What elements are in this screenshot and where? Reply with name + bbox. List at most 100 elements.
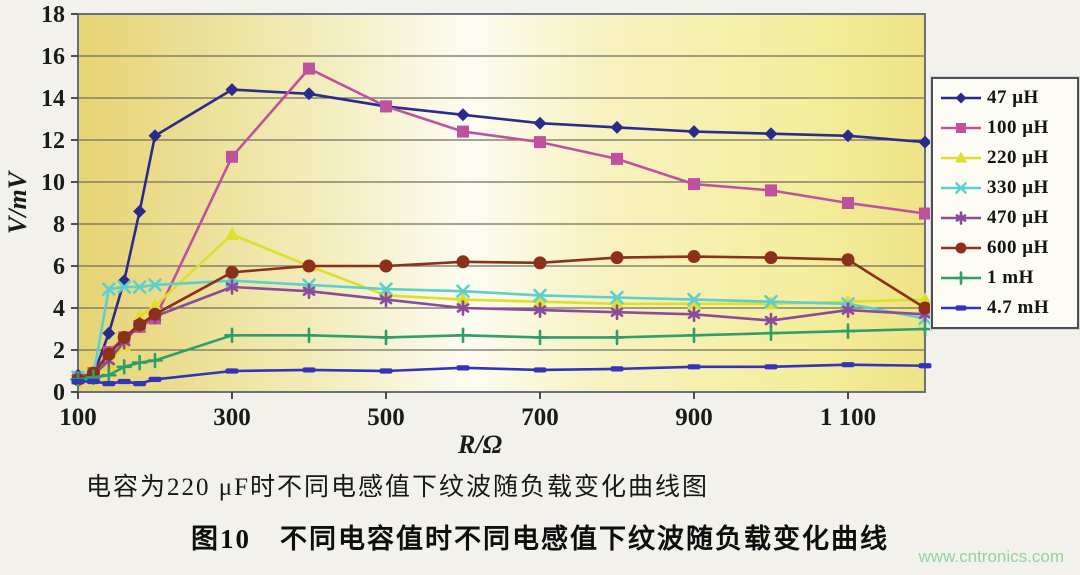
x-tick-label: 500 [367, 404, 405, 431]
series-marker-220-uh [687, 296, 701, 310]
legend-item-330-uh: 330 μH [939, 174, 1074, 202]
series-marker-600-uh [117, 330, 131, 344]
legend-item-label: 1 mH [987, 267, 1034, 288]
series-line-470-uh [76, 285, 927, 381]
series-marker-600-uh [102, 347, 116, 361]
series-marker-220-uh [610, 296, 624, 310]
series-marker-4-7-mh [148, 376, 162, 382]
series-marker-100-uh [765, 184, 777, 197]
legend-marker-icon [941, 271, 981, 285]
legend-item-470-uh: 470 μH [939, 204, 1074, 232]
series-marker-100-uh [611, 152, 623, 165]
series-marker-4-7-mh [918, 363, 932, 369]
legend-item-600-uh: 600 μH [939, 234, 1074, 262]
series-marker-100-uh [688, 178, 700, 191]
series-marker-600-uh [841, 253, 855, 267]
series-marker-600-uh [918, 301, 932, 315]
legend-marker-shape [954, 271, 968, 285]
x-tick-label: 1 100 [820, 404, 876, 431]
series-marker-600-uh [225, 265, 239, 279]
series-marker-220-uh [533, 294, 547, 308]
series-marker-1-mh [686, 327, 702, 344]
series-marker-600-uh [533, 256, 547, 270]
series-marker-470-uh [225, 279, 239, 295]
legend-marker-shape [955, 242, 967, 254]
series-marker-1-mh [378, 329, 394, 346]
series-marker-1-mh [101, 367, 117, 384]
series-marker-100-uh [534, 136, 546, 149]
x-tick-label: 300 [213, 404, 251, 431]
plot-background [78, 14, 925, 392]
series-marker-100-uh [457, 125, 469, 138]
legend-marker-shape [955, 151, 967, 163]
legend-marker-shape [955, 211, 967, 225]
x-tick-label: 900 [675, 404, 713, 431]
legend-marker-icon [941, 211, 981, 225]
series-marker-4-7-mh [841, 362, 855, 368]
series-marker-330-uh [148, 278, 162, 292]
legend-marker-shape [955, 182, 967, 194]
legend: 47 μH 100 μH 220 μH 330 μH 470 μH 600 μH 1 mH 4… [931, 77, 1079, 329]
series-marker-470-uh [687, 306, 701, 323]
y-tick-label: 18 [41, 2, 65, 28]
series-marker-220-uh [132, 308, 147, 322]
series-marker-220-uh [148, 298, 162, 312]
series-marker-4-7-mh [379, 368, 393, 374]
series-marker-1-mh [763, 325, 779, 342]
series-marker-47-uh [610, 120, 624, 134]
series-marker-470-uh [610, 304, 624, 321]
legend-item-label: 4.7 mH [987, 297, 1050, 318]
series-marker-100-uh [226, 150, 238, 163]
legend-marker-icon [941, 242, 981, 254]
legend-item-label: 100 μH [987, 117, 1049, 138]
legend-marker-icon [941, 151, 981, 163]
series-line-220-uh [76, 233, 927, 381]
series-marker-330-uh [456, 284, 470, 299]
plot-border [77, 13, 926, 393]
y-tick-label: 4 [53, 296, 65, 322]
series-marker-600-uh [687, 250, 701, 264]
series-marker-4-7-mh [302, 367, 316, 373]
series-marker-330-uh [687, 292, 701, 307]
x-tick-label: 700 [521, 404, 559, 431]
series-line-600-uh [76, 255, 927, 381]
x-axis-label: R/Ω [457, 430, 502, 459]
y-tick-label: 14 [41, 86, 65, 112]
series-marker-4-7-mh [225, 368, 239, 374]
legend-marker-icon [941, 182, 981, 194]
legend-marker-icon [941, 92, 981, 104]
series-marker-100-uh [919, 207, 931, 220]
legend-marker-shape [955, 92, 967, 104]
series-marker-330-uh [764, 294, 778, 309]
series-marker-1-mh [147, 352, 163, 369]
series-marker-47-uh [102, 326, 116, 340]
series-marker-600-uh [610, 251, 624, 265]
legend-item-100-uh: 100 μH [939, 114, 1074, 142]
legend-marker-icon [941, 123, 981, 133]
legend-item-47-uh: 47 μH [939, 84, 1074, 112]
series-marker-470-uh [379, 291, 393, 308]
y-axis-label: V/mV [3, 169, 32, 234]
series-marker-1-mh [532, 329, 548, 346]
legend-item-label: 600 μH [987, 237, 1049, 258]
legend-item-label: 220 μH [987, 147, 1049, 168]
series-marker-600-uh [456, 255, 470, 269]
series-marker-600-uh [148, 307, 162, 321]
series-marker-4-7-mh [533, 367, 547, 373]
series-marker-600-uh [302, 259, 316, 273]
legend-marker-shape [956, 123, 966, 133]
series-marker-470-uh [533, 302, 547, 318]
series-marker-330-uh [610, 290, 624, 305]
series-marker-330-uh [533, 288, 547, 303]
series-marker-47-uh [533, 116, 547, 130]
series-marker-330-uh [102, 282, 116, 296]
series-marker-220-uh [456, 292, 470, 306]
series-marker-47-uh [302, 87, 316, 101]
series-marker-600-uh [133, 318, 147, 332]
series-marker-100-uh [303, 62, 315, 75]
series-marker-47-uh [687, 125, 701, 139]
series-marker-600-uh [764, 251, 778, 265]
y-tick-label: 2 [53, 338, 65, 364]
series-marker-4-7-mh [86, 378, 100, 385]
